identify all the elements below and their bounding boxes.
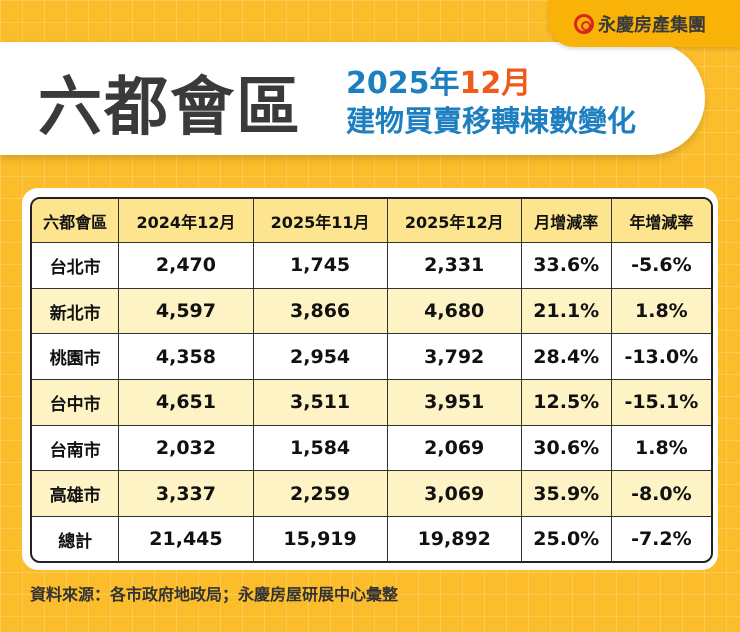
value-cell: 2,069 xyxy=(387,425,522,472)
value-cell: 3,951 xyxy=(387,380,522,426)
table-header-row: 六都會區 2024年12月 2025年11月 2025年12月 月增減率 年增減率 xyxy=(32,199,711,243)
value-cell: 3,792 xyxy=(387,334,522,381)
title-banner: 六都會區 2025年12月 建物買賣移轉棟數變化 xyxy=(0,42,705,155)
region-cell: 桃園市 xyxy=(32,334,120,381)
value-cell: -5.6% xyxy=(611,243,711,289)
value-cell: 4,680 xyxy=(387,288,522,335)
value-cell: 30.6% xyxy=(521,425,612,472)
value-cell: 3,866 xyxy=(253,288,388,335)
column-header: 2024年12月 xyxy=(119,199,254,243)
table-row: 台南市 2,032 1,584 2,069 30.6% 1.8% xyxy=(32,425,711,472)
region-cell: 台南市 xyxy=(32,425,120,472)
table-panel: 六都會區 2024年12月 2025年11月 2025年12月 月增減率 年增減率 台北市… xyxy=(22,188,718,570)
value-cell: -13.0% xyxy=(611,334,711,381)
main-title: 六都會區 xyxy=(38,71,302,145)
region-cell: 台中市 xyxy=(32,380,120,426)
value-cell: 2,470 xyxy=(119,243,254,289)
brand-logo: 永慶房產集團 xyxy=(548,0,740,47)
value-cell: 21.1% xyxy=(521,288,612,335)
value-cell: 4,651 xyxy=(119,380,254,426)
column-header: 六都會區 xyxy=(32,199,120,243)
value-cell: 35.9% xyxy=(521,471,612,518)
value-cell: -8.0% xyxy=(611,471,711,518)
column-header: 年增減率 xyxy=(611,199,711,243)
data-table: 六都會區 2024年12月 2025年11月 2025年12月 月增減率 年增減率 台北市… xyxy=(30,197,713,563)
value-cell: 12.5% xyxy=(521,380,612,426)
date-month: 12月 xyxy=(459,66,532,101)
value-cell: 33.6% xyxy=(521,243,612,289)
value-cell: 15,919 xyxy=(254,517,388,561)
value-cell: 28.4% xyxy=(521,334,612,381)
value-cell: 4,358 xyxy=(119,334,254,381)
value-cell: 1,584 xyxy=(253,425,388,472)
brand-name: 永慶房產集團 xyxy=(598,14,706,36)
date-year: 2025年 xyxy=(346,66,460,101)
region-cell: 總計 xyxy=(32,517,120,561)
yungching-logo-icon xyxy=(574,13,594,34)
value-cell: 19,892 xyxy=(388,517,522,561)
value-cell: 21,445 xyxy=(119,517,254,561)
value-cell: 1.8% xyxy=(611,288,711,335)
column-header: 2025年12月 xyxy=(387,199,522,243)
table-row: 台中市 4,651 3,511 3,951 12.5% -15.1% xyxy=(32,380,711,426)
value-cell: 3,511 xyxy=(253,380,388,426)
table-row: 台北市 2,470 1,745 2,331 33.6% -5.6% xyxy=(32,243,711,289)
subtitle: 建物買賣移轉棟數變化 xyxy=(346,104,637,138)
table-row: 桃園市 4,358 2,954 3,792 28.4% -13.0% xyxy=(32,334,711,381)
date-title: 2025年12月 xyxy=(346,58,531,102)
table-row: 高雄市 3,337 2,259 3,069 35.9% -8.0% xyxy=(32,471,711,518)
table-row: 新北市 4,597 3,866 4,680 21.1% 1.8% xyxy=(32,288,711,335)
value-cell: 2,259 xyxy=(253,471,388,518)
value-cell: 2,954 xyxy=(253,334,388,381)
region-cell: 新北市 xyxy=(32,288,120,335)
source-note: 資料來源：各市政府地政局；永慶房屋研展中心彙整 xyxy=(30,585,399,604)
value-cell: -7.2% xyxy=(631,528,692,551)
value-cell: 25.0% xyxy=(522,517,612,561)
value-cell: 3,337 xyxy=(119,471,254,518)
value-cell: 2,032 xyxy=(119,425,254,472)
value-cell: 2,331 xyxy=(387,243,522,289)
value-cell: -15.1% xyxy=(611,380,711,426)
column-header: 月增減率 xyxy=(521,199,612,243)
region-cell: 台北市 xyxy=(32,243,120,289)
region-cell: 高雄市 xyxy=(32,471,120,518)
value-cell: 1,745 xyxy=(253,243,388,289)
value-cell: 4,597 xyxy=(119,288,254,335)
value-cell: 1.8% xyxy=(611,426,711,472)
value-cell: 3,069 xyxy=(387,471,522,518)
table-row: 總計 21,445 15,919 19,892 25.0% -7.2% xyxy=(32,517,711,561)
column-header: 2025年11月 xyxy=(253,199,388,243)
